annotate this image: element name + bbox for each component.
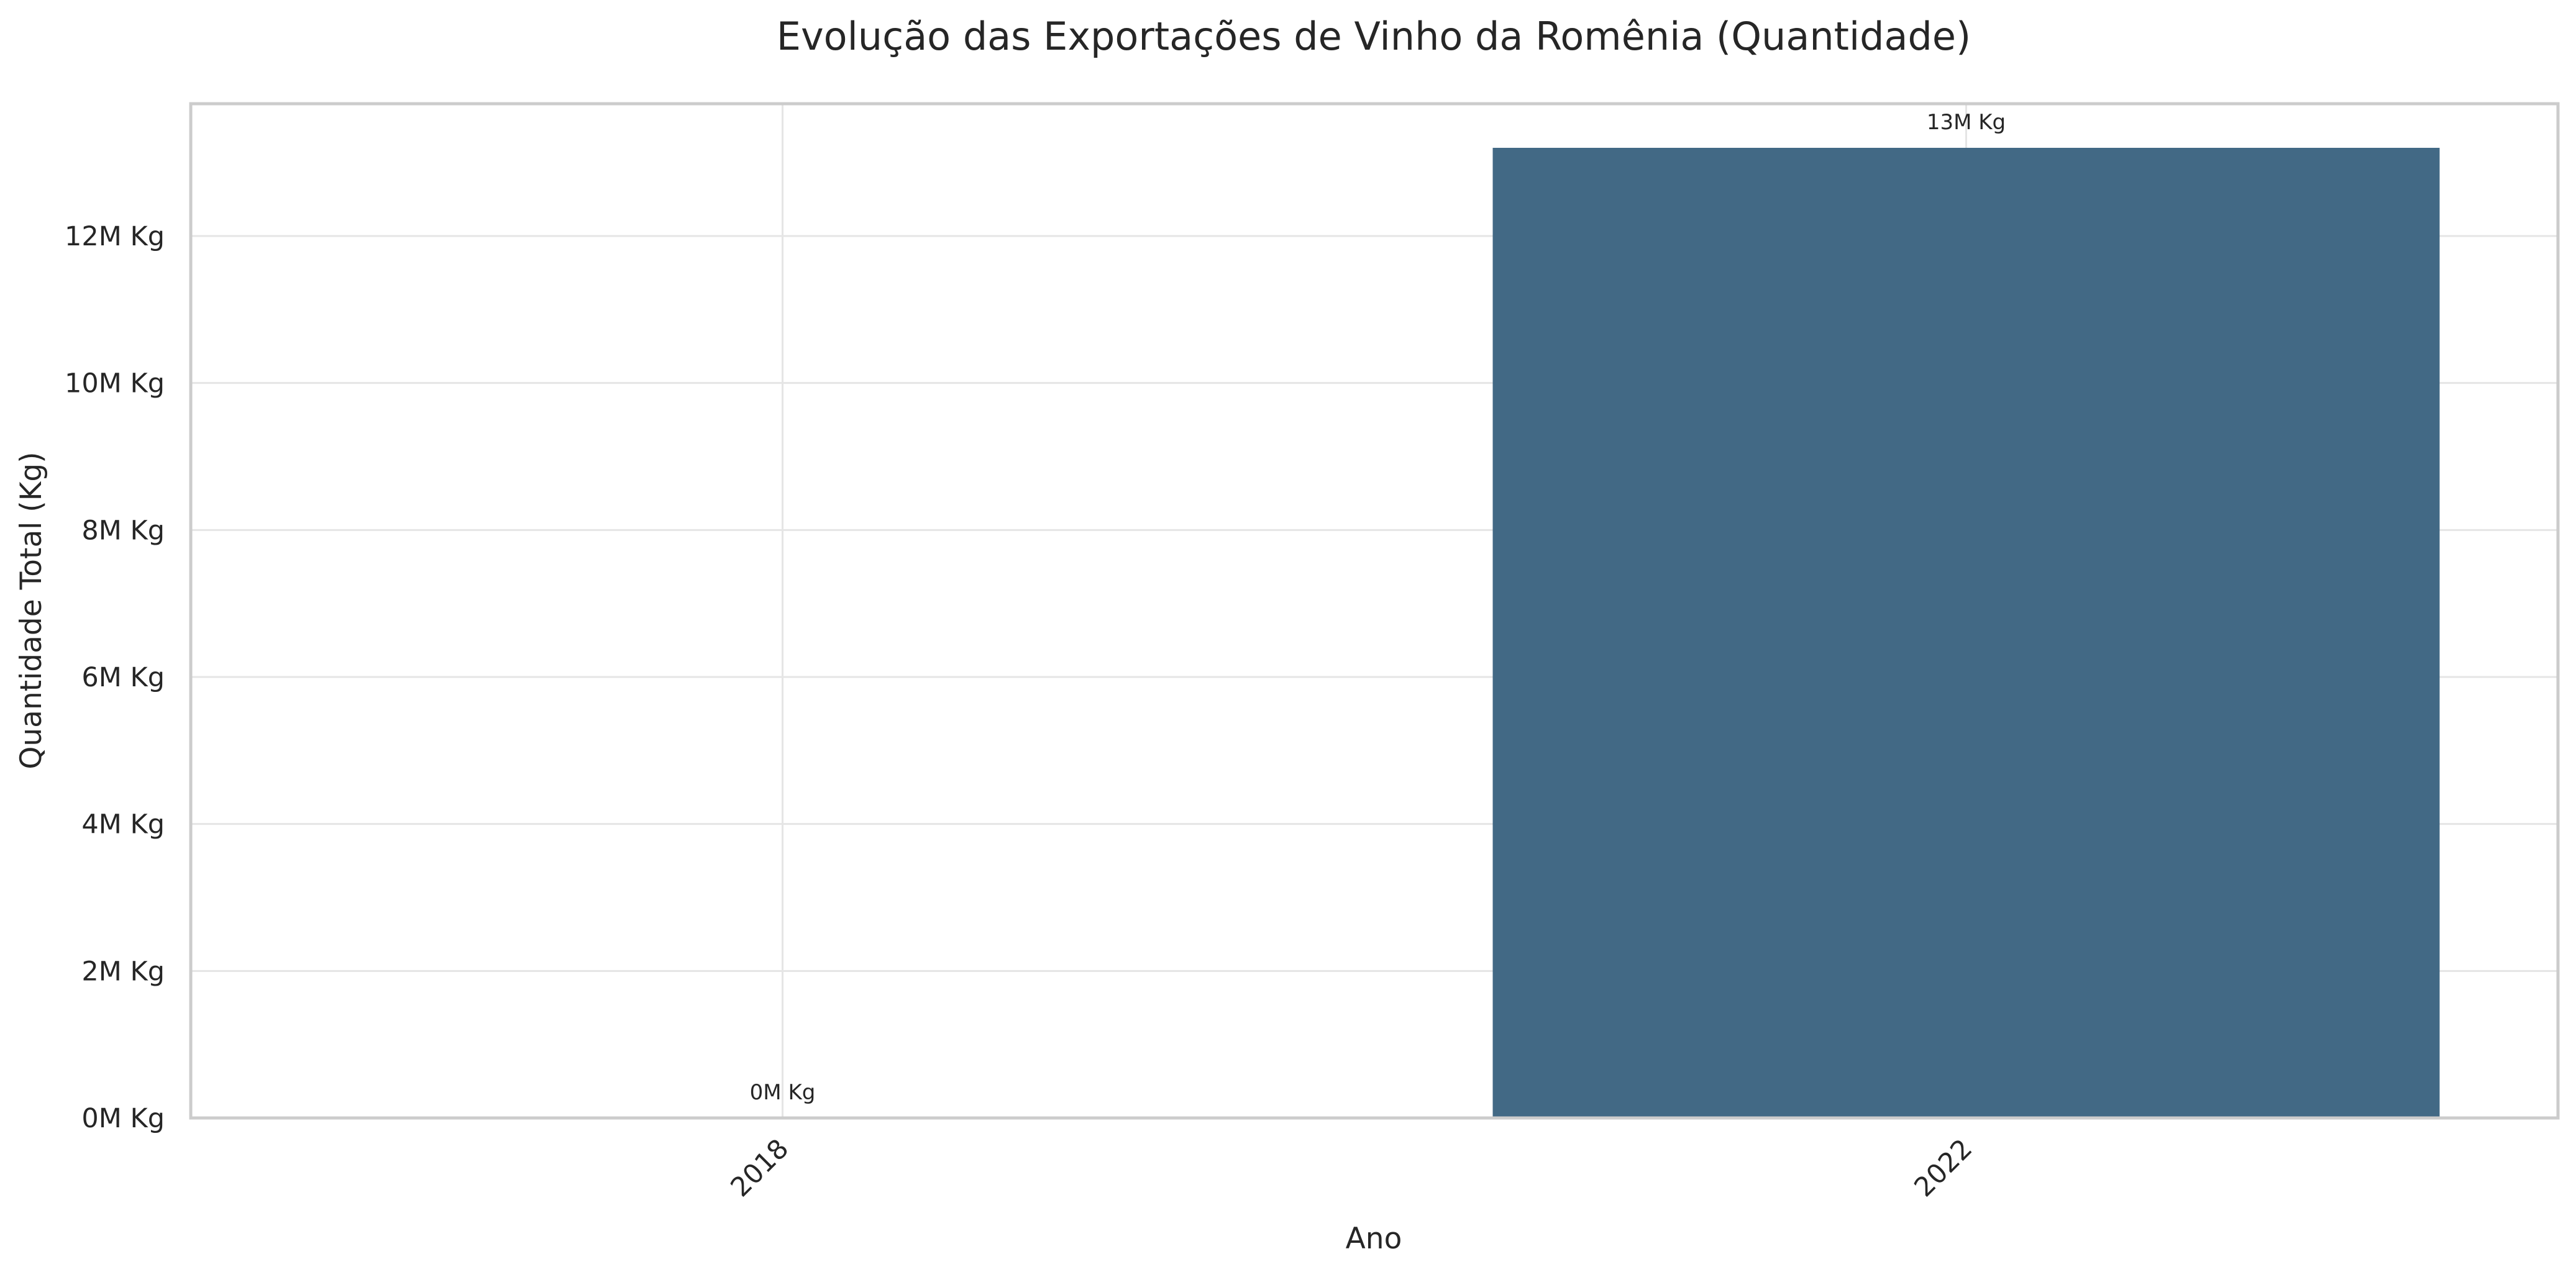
y-ticks: 0M Kg 2M Kg 4M Kg 6M Kg 8M Kg 10M Kg 12M Kg [65,221,165,1134]
bar-data-label: 0M Kg [750,1080,816,1105]
y-tick-label: 12M Kg [65,221,165,252]
bar-data-label: 13M Kg [1927,110,2006,135]
x-tick-label: 2022 [1909,1133,1979,1203]
chart-title: Evolução das Exportações de Vinho da Rom… [777,14,1971,59]
x-axis-label: Ano [1346,1222,1402,1256]
y-tick-label: 8M Kg [81,515,165,546]
y-tick-label: 4M Kg [81,809,165,840]
y-axis-label: Quantidade Total (Kg) [14,452,48,769]
x-tick-label: 2018 [725,1133,795,1203]
bars [1492,148,2440,1118]
plot-frame [189,102,2560,1120]
data-labels: 0M Kg 13M Kg [750,110,2006,1105]
y-tick-label: 10M Kg [65,368,165,399]
y-tick-label: 0M Kg [81,1103,165,1134]
y-tick-label: 2M Kg [81,956,165,987]
y-tick-label: 6M Kg [81,662,165,693]
x-ticks: 2018 2022 [725,1133,1979,1203]
bar [1492,148,2440,1118]
